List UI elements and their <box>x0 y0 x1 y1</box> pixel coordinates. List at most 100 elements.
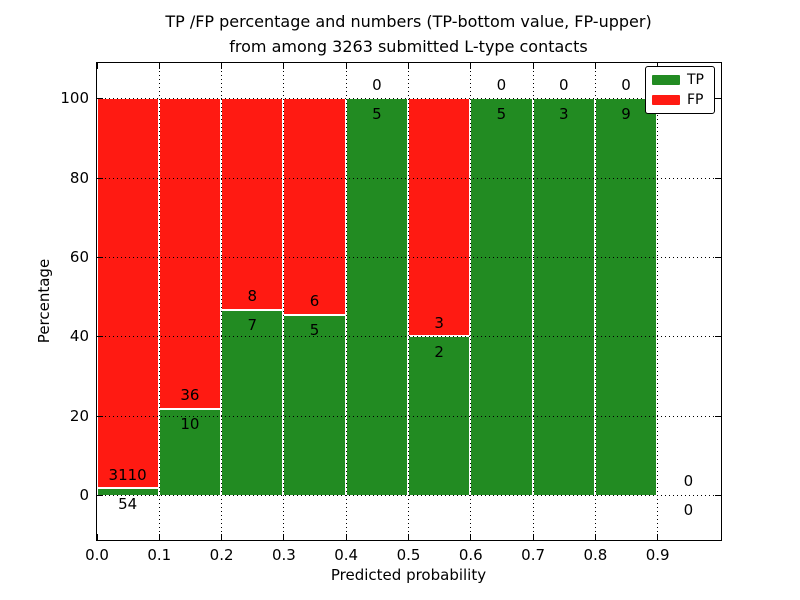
x-tick-label: 0.0 <box>85 546 109 564</box>
tp-count-label: 54 <box>118 494 138 513</box>
bar-fp-segment <box>96 98 159 489</box>
bar-fp-segment <box>283 98 346 315</box>
tp-count-label: 7 <box>247 316 258 335</box>
bar-tp-segment <box>283 314 346 495</box>
x-tick-label: 0.8 <box>583 546 608 564</box>
y-gridline <box>96 415 720 417</box>
y-tick-label: 100 <box>60 89 89 108</box>
y-tick-label: 0 <box>79 485 89 504</box>
fp-count-label: 0 <box>558 75 569 94</box>
fp-count-label: 0 <box>496 75 507 94</box>
y-tickmark-right <box>714 177 721 179</box>
bar-fp-segment <box>158 98 222 409</box>
x-gridline <box>408 62 409 539</box>
x-tick-label: 0.9 <box>645 546 670 564</box>
tp-count-label: 0 <box>683 501 694 520</box>
x-axis-label: Predicted probability <box>330 566 487 584</box>
fp-count-label: 3 <box>434 313 444 332</box>
y-tickmark-left <box>96 336 103 338</box>
bar-fp-segment <box>221 98 284 310</box>
x-gridline <box>221 62 223 539</box>
y-tickmark-left <box>96 177 103 179</box>
tp-count-label: 2 <box>434 342 444 361</box>
tp-legend-label: TP <box>687 72 704 89</box>
y-gridline <box>96 177 720 179</box>
plot-area: 3110 54 36 10 8 7 6 5 0 5 3 2 0 5 0 3 0 9 0 0 <box>95 61 722 541</box>
x-tickmark-bottom <box>470 533 472 540</box>
x-gridline <box>594 62 596 539</box>
x-tick-label: 0.4 <box>334 546 359 564</box>
x-tickmark-bottom <box>532 533 534 540</box>
x-tickmark-bottom <box>96 533 98 540</box>
x-tick-label: 0.3 <box>271 546 296 564</box>
x-tickmark-top <box>470 62 472 69</box>
fp-count-label: 0 <box>372 75 382 94</box>
x-tickmark-top <box>532 62 534 69</box>
y-tick-label: 80 <box>69 168 89 187</box>
x-tickmark-bottom <box>657 533 659 540</box>
x-tick-label: 0.6 <box>458 546 483 564</box>
bar-tp-segment <box>532 98 595 495</box>
bar-tp-segment <box>221 309 284 495</box>
x-tick-label: 0.5 <box>396 546 421 564</box>
x-tickmark-top <box>283 62 285 69</box>
bar-tp-segment <box>345 98 408 495</box>
x-tickmark-top <box>594 62 596 69</box>
y-tickmark-left <box>96 494 103 496</box>
x-tickmark-top <box>408 62 409 69</box>
legend-row-fp: FP <box>652 92 708 108</box>
x-tick-label: 0.7 <box>521 546 546 564</box>
bar-tp-segment <box>408 336 471 495</box>
x-gridline <box>158 62 160 539</box>
bar-tp-segment <box>96 488 159 495</box>
y-tickmark-left <box>96 98 103 100</box>
x-tickmark-bottom <box>345 533 347 540</box>
y-tickmark-right <box>714 256 721 258</box>
y-gridline <box>96 98 720 100</box>
legend-row-tp: TP <box>652 72 708 88</box>
x-tickmark-top <box>657 62 659 69</box>
x-tickmark-bottom <box>158 533 160 540</box>
tp-count-label: 5 <box>372 104 382 123</box>
x-gridline <box>470 62 472 539</box>
x-gridline <box>532 62 534 539</box>
tp-count-label: 9 <box>621 104 631 123</box>
fp-count-label: 8 <box>247 287 258 306</box>
fp-legend-swatch <box>652 94 680 105</box>
bar-tp-segment <box>594 98 658 495</box>
y-tickmark-right <box>714 494 721 496</box>
x-tickmark-bottom <box>594 533 596 540</box>
tp-count-label: 3 <box>558 104 569 123</box>
y-tickmark-right <box>714 415 721 417</box>
tp-count-label: 5 <box>496 104 507 123</box>
x-tickmark-top <box>158 62 160 69</box>
bar-tp-segment <box>470 98 533 495</box>
legend: TP FP <box>645 66 715 114</box>
y-tickmark-right <box>714 336 721 338</box>
y-tick-label: 40 <box>69 327 89 346</box>
y-tickmark-left <box>96 256 103 258</box>
chart-title-line1: TP /FP percentage and numbers (TP-bottom… <box>165 12 652 31</box>
fp-count-label: 0 <box>621 75 631 94</box>
y-gridline <box>96 256 720 258</box>
tp-count-label: 5 <box>309 321 320 340</box>
y-tick-label: 60 <box>69 247 89 266</box>
fp-count-label: 6 <box>309 292 320 311</box>
x-gridline <box>283 62 285 539</box>
y-gridline <box>96 494 720 496</box>
x-gridline <box>657 62 659 539</box>
x-tick-label: 0.2 <box>209 546 234 564</box>
bar-fp-segment <box>408 98 471 337</box>
fp-legend-label: FP <box>687 91 704 108</box>
x-tickmark-bottom <box>283 533 285 540</box>
chart-title-line2: from among 3263 submitted L-type contact… <box>229 37 588 56</box>
y-tickmark-left <box>96 415 103 417</box>
x-tickmark-top <box>345 62 347 69</box>
x-tickmark-top <box>221 62 223 69</box>
y-gridline <box>96 336 720 338</box>
fp-count-label: 0 <box>683 472 694 491</box>
x-tick-label: 0.1 <box>147 546 172 564</box>
x-tickmark-bottom <box>221 533 223 540</box>
tp-count-label: 10 <box>180 415 200 434</box>
